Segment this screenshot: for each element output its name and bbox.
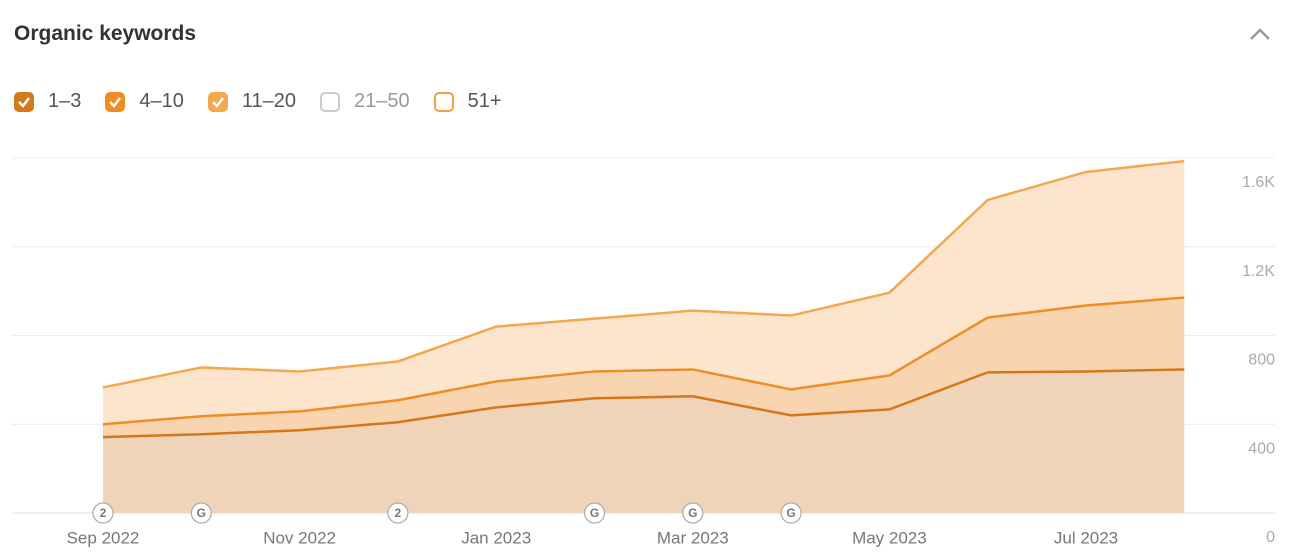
marker-circle xyxy=(190,502,212,524)
marker-label: G xyxy=(197,506,206,520)
x-tick-label: Nov 2022 xyxy=(263,528,336,547)
legend-label: 51+ xyxy=(467,90,502,112)
x-tick-label: Sep 2022 xyxy=(67,528,140,547)
event-marker[interactable]: G xyxy=(682,502,704,524)
y-tick-label: 1.6K xyxy=(1242,174,1275,191)
event-marker[interactable]: G xyxy=(780,502,802,524)
event-marker[interactable]: 2 xyxy=(387,502,409,524)
legend-label: 11–20 xyxy=(241,90,297,112)
line xyxy=(102,296,1185,426)
legend-checkbox[interactable] xyxy=(207,91,228,112)
y-tick-label: 800 xyxy=(1248,352,1275,369)
legend-checkbox[interactable] xyxy=(14,91,34,112)
check-icon xyxy=(211,96,224,108)
collapse-icon[interactable] xyxy=(1248,24,1272,46)
marker-circle xyxy=(92,502,114,524)
line xyxy=(102,368,1185,439)
event-marker[interactable]: 2 xyxy=(92,502,114,524)
legend-label: 4–10 xyxy=(139,90,184,112)
marker-circle xyxy=(583,502,606,524)
marker-label: G xyxy=(688,506,697,520)
marker-label: 2 xyxy=(395,506,402,520)
legend-label: 21–50 xyxy=(354,90,410,112)
y-tick-label: 0 xyxy=(1266,529,1275,546)
marker-label: G xyxy=(590,506,599,520)
x-tick-label: May 2023 xyxy=(852,528,927,547)
area xyxy=(103,297,1185,438)
legend-label: 1–3 xyxy=(48,90,82,112)
area xyxy=(103,369,1185,513)
legend-item[interactable]: 4–10 xyxy=(105,90,184,113)
marker-label: 2 xyxy=(100,506,107,520)
legend-checkbox[interactable] xyxy=(105,91,126,112)
area xyxy=(103,161,1185,425)
y-tick-label: 1.2K xyxy=(1242,263,1275,280)
legend: 1–3 4–10 11–20 21–50 51+ xyxy=(14,90,502,113)
x-tick-label: Jan 2023 xyxy=(461,528,531,547)
x-tick-label: Mar 2023 xyxy=(657,528,729,547)
chart-title: Organic keywords xyxy=(14,22,197,45)
y-tick-label: 400 xyxy=(1248,440,1275,457)
legend-item[interactable]: 1–3 xyxy=(14,90,81,113)
line xyxy=(102,159,1185,389)
legend-item[interactable]: 51+ xyxy=(433,90,502,113)
check-icon xyxy=(18,96,30,108)
legend-item[interactable]: 21–50 xyxy=(320,90,410,113)
marker-circle xyxy=(682,502,704,524)
marker-circle xyxy=(780,502,802,524)
event-marker[interactable]: G xyxy=(190,502,212,524)
event-marker[interactable]: G xyxy=(583,502,606,524)
legend-item[interactable]: 11–20 xyxy=(207,90,297,113)
check-icon xyxy=(109,96,122,108)
legend-checkbox[interactable] xyxy=(320,91,341,112)
legend-checkbox[interactable] xyxy=(433,91,454,112)
marker-circle xyxy=(387,502,409,524)
x-tick-label: Jul 2023 xyxy=(1054,528,1118,547)
marker-label: G xyxy=(786,506,795,520)
